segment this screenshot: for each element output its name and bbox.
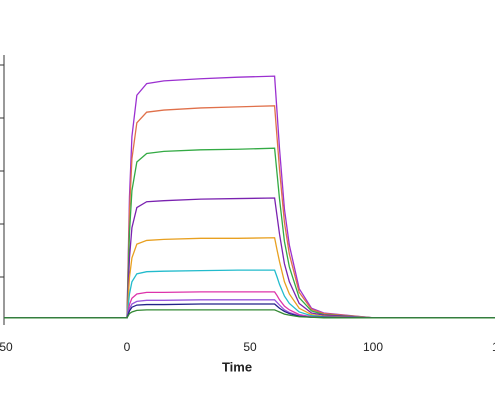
x-tick-label: 100 [363,340,383,354]
series-line [4,147,495,319]
series-line [4,299,495,319]
x-tick-label: 1 [492,340,495,354]
series-line [4,237,495,319]
series-line [4,291,495,319]
x-axis-title: Time [222,359,252,374]
series-line [4,75,495,319]
x-tick-label: 50 [243,340,257,354]
series-line [4,197,495,319]
x-tick-label: 0 [124,340,131,354]
series-line [4,303,495,319]
x-tick-label: -50 [0,340,13,354]
series-line [4,309,495,319]
series-line [4,105,495,319]
series-line [4,269,495,319]
